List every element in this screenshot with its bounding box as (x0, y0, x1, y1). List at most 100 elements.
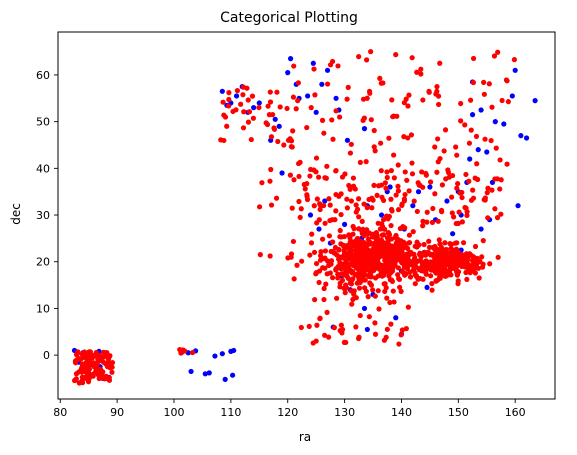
red-series-point (366, 314, 372, 320)
red-series-point (313, 169, 319, 175)
red-series-point (327, 202, 333, 208)
red-series-point (454, 152, 460, 158)
blue-series-point (222, 376, 228, 382)
blue-series-point (509, 93, 515, 99)
red-series-point (336, 247, 342, 253)
red-series-point (335, 271, 341, 277)
red-series-point (436, 247, 442, 253)
red-series-point (419, 169, 425, 175)
red-series-point (328, 258, 335, 264)
red-series-point (337, 114, 343, 120)
red-series-point (271, 126, 278, 132)
red-series-point (397, 284, 403, 290)
red-series-point (230, 108, 236, 115)
red-series-point (424, 260, 430, 266)
red-series-point (248, 136, 254, 143)
red-series-point (363, 159, 369, 165)
red-series-point (342, 270, 348, 276)
red-series-point (82, 360, 89, 366)
red-series-point (396, 341, 402, 347)
red-series-point (326, 233, 333, 239)
blue-series-point (393, 315, 399, 321)
red-series-point (294, 262, 300, 268)
blue-series-point (361, 305, 368, 312)
red-series-point (316, 279, 322, 286)
red-series-point (350, 183, 357, 189)
red-series-point (485, 185, 491, 191)
red-series-point (421, 241, 427, 248)
red-series-point (344, 196, 350, 202)
red-series-point (433, 278, 439, 284)
red-series-point (274, 89, 280, 95)
red-series-point (448, 245, 454, 252)
red-series-point (344, 96, 350, 102)
red-series-point (449, 194, 455, 200)
red-series-point (439, 182, 446, 188)
red-series-point (317, 253, 324, 259)
red-series-point (240, 92, 246, 98)
red-series-point (290, 238, 297, 245)
red-series-point (256, 104, 262, 111)
red-series-point (436, 101, 442, 108)
red-series-point (281, 142, 287, 148)
red-series-point (311, 66, 317, 72)
red-series-point (403, 259, 410, 265)
red-series-point (387, 270, 394, 276)
red-series-point (290, 94, 297, 100)
red-series-point (470, 254, 477, 260)
red-series-point (347, 245, 353, 251)
red-series-point (459, 219, 465, 225)
red-series-point (453, 144, 459, 150)
red-series-point (341, 233, 347, 240)
red-series-point (321, 285, 327, 292)
red-series-point (336, 256, 342, 262)
red-series-point (385, 260, 392, 266)
red-series-point (391, 175, 397, 181)
red-series-point (401, 270, 407, 276)
red-series-point (470, 55, 477, 62)
red-series-point (455, 278, 461, 284)
red-series-point (442, 267, 448, 273)
red-series-point (79, 378, 85, 385)
red-series-point (91, 371, 97, 377)
red-series-point (311, 249, 318, 255)
red-series-point (391, 152, 397, 158)
red-series-point (307, 252, 313, 258)
red-series-point (314, 322, 320, 328)
red-series-point (409, 160, 415, 166)
red-series-point (360, 226, 366, 233)
red-series-point (388, 206, 395, 213)
red-series-point (353, 324, 359, 330)
red-series-point (348, 141, 354, 147)
red-series-point (382, 257, 388, 264)
red-series-point (489, 104, 495, 110)
red-series-point (414, 69, 420, 75)
blue-series-point (515, 203, 521, 209)
blue-series-point (324, 67, 331, 73)
red-series-point (420, 223, 426, 229)
red-series-point (420, 276, 426, 282)
red-series-point (87, 349, 93, 355)
red-series-point (437, 155, 443, 162)
red-series-point (296, 173, 302, 180)
red-series-point (458, 118, 464, 124)
red-series-point (398, 240, 404, 246)
red-series-point (267, 178, 273, 184)
red-series-point (326, 334, 332, 340)
blue-series-point (415, 189, 422, 195)
red-series-point (382, 180, 388, 186)
red-series-point (382, 288, 388, 295)
red-series-point (331, 325, 337, 331)
red-series-point (268, 134, 275, 140)
red-series-point (410, 229, 416, 235)
red-series-point (511, 57, 517, 63)
red-series-point (322, 332, 328, 338)
blue-series-point (523, 135, 530, 141)
red-series-point (333, 167, 339, 174)
blue-series-point (202, 371, 208, 377)
x-axis-ticks: 80 90 100 110 120 130 140 150 160 (53, 399, 526, 419)
red-series-point (350, 223, 356, 230)
red-series-point (245, 97, 251, 103)
red-series-point (348, 281, 355, 287)
red-series-point (106, 375, 112, 381)
